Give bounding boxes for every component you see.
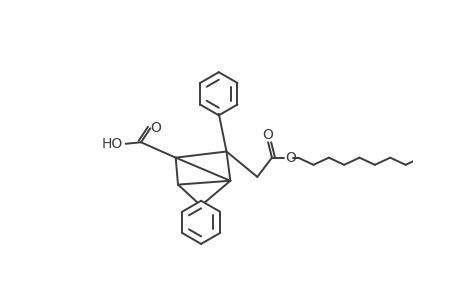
Text: HO: HO	[102, 137, 123, 151]
Text: O: O	[150, 121, 161, 135]
Text: O: O	[261, 128, 272, 142]
Text: O: O	[285, 151, 295, 165]
